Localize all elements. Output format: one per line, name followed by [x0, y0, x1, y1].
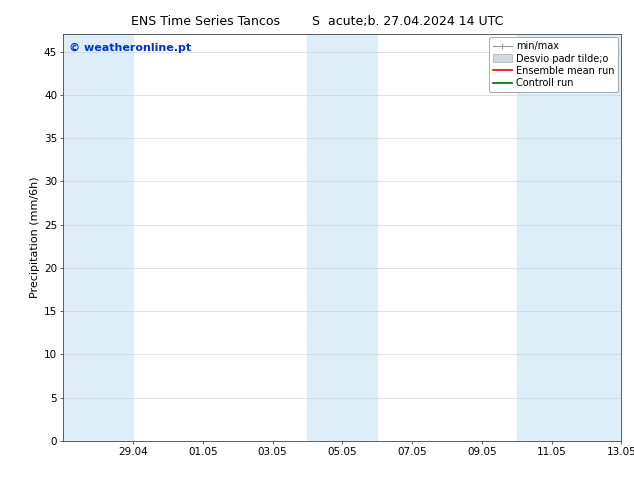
Text: © weatheronline.pt: © weatheronline.pt — [69, 43, 191, 52]
Bar — [517, 34, 621, 441]
Legend: min/max, Desvio padr tilde;o, Ensemble mean run, Controll run: min/max, Desvio padr tilde;o, Ensemble m… — [489, 37, 618, 92]
Bar — [307, 34, 377, 441]
Y-axis label: Precipitation (mm/6h): Precipitation (mm/6h) — [30, 177, 40, 298]
Bar — [63, 34, 133, 441]
Text: ENS Time Series Tancos        S  acute;b. 27.04.2024 14 UTC: ENS Time Series Tancos S acute;b. 27.04.… — [131, 15, 503, 28]
